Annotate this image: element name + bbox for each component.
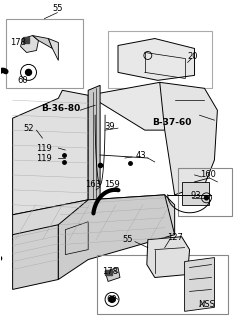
Circle shape: [26, 69, 31, 76]
Text: 43: 43: [136, 150, 146, 160]
Text: 119: 119: [37, 144, 52, 153]
Text: 20: 20: [187, 52, 198, 61]
Text: B-36-80: B-36-80: [41, 104, 80, 113]
Circle shape: [109, 296, 115, 302]
Polygon shape: [32, 36, 52, 49]
Polygon shape: [105, 269, 112, 276]
Polygon shape: [13, 195, 175, 240]
Polygon shape: [13, 225, 58, 289]
Text: 178: 178: [11, 38, 27, 47]
Polygon shape: [88, 82, 170, 130]
Polygon shape: [185, 258, 214, 311]
Text: 55: 55: [52, 4, 63, 13]
Polygon shape: [182, 182, 209, 205]
Text: 160: 160: [200, 171, 216, 180]
Text: 93: 93: [190, 191, 201, 200]
Bar: [108, 31, 212, 88]
Circle shape: [204, 196, 208, 200]
Bar: [178, 168, 232, 216]
Text: 55: 55: [123, 235, 133, 244]
Polygon shape: [160, 82, 217, 195]
Text: 119: 119: [37, 154, 52, 163]
Polygon shape: [105, 268, 120, 282]
Text: 60: 60: [107, 295, 117, 304]
Text: NSS: NSS: [198, 300, 215, 309]
Bar: [97, 255, 228, 314]
Text: 163: 163: [85, 180, 101, 189]
Text: 127: 127: [167, 233, 183, 242]
Text: 178: 178: [102, 267, 118, 276]
Bar: [6, 19, 83, 88]
Polygon shape: [58, 195, 175, 279]
Polygon shape: [88, 85, 100, 205]
Polygon shape: [13, 90, 88, 215]
Text: 39: 39: [105, 122, 115, 131]
Text: 60: 60: [17, 76, 28, 85]
Text: 159: 159: [104, 180, 120, 189]
Polygon shape: [147, 237, 190, 277]
Polygon shape: [118, 38, 195, 80]
Text: B-37-60: B-37-60: [152, 118, 191, 127]
Text: 52: 52: [23, 124, 34, 132]
Polygon shape: [23, 36, 28, 43]
Polygon shape: [48, 38, 58, 60]
Polygon shape: [21, 36, 39, 52]
